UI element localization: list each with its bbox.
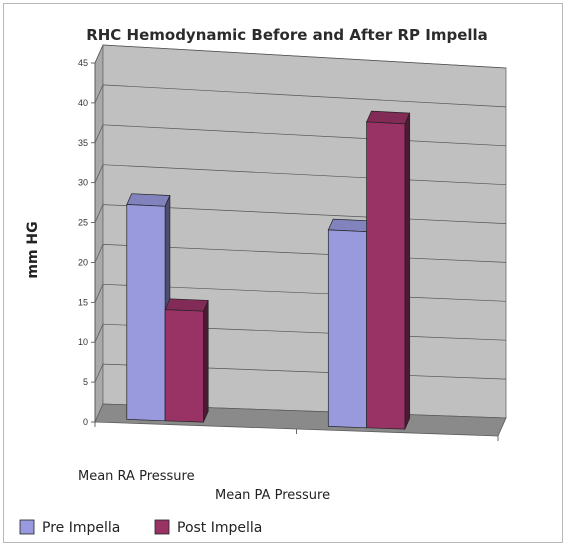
bar-top (327, 218, 372, 233)
y-tick-label: 25 (78, 218, 88, 228)
bar-side (203, 300, 209, 423)
bar-top (126, 193, 171, 207)
bar-front (366, 121, 406, 430)
category-label: Mean PA Pressure (215, 488, 330, 503)
bar-front (126, 204, 166, 422)
y-tick-label: 45 (78, 58, 88, 68)
gridline (94, 44, 507, 69)
category-label: Mean RA Pressure (78, 469, 195, 484)
bar-side (404, 112, 411, 430)
y-tick-label: 5 (83, 377, 88, 387)
y-tick-label: 10 (78, 337, 88, 347)
y-tick-label: 30 (78, 178, 88, 188)
bar-post-impella-1 (164, 298, 209, 423)
side-wall (94, 44, 104, 423)
y-axis-label: mm HG (25, 221, 41, 278)
bars (126, 110, 411, 430)
legend-swatch-post-impella (154, 519, 170, 535)
bar-front (327, 229, 367, 429)
y-tick-label: 35 (78, 138, 88, 148)
category-labels: Mean RA Pressure Mean PA Pressure (78, 469, 330, 503)
y-axis-ticks: 0 5 10 15 20 25 30 35 40 45 (78, 58, 499, 441)
legend: Pre Impella Post Impella (19, 519, 262, 536)
y-tick-label: 20 (78, 257, 88, 267)
bar-front (164, 309, 204, 423)
bar-pre-impella-2 (327, 218, 372, 429)
bar-top (164, 298, 209, 312)
legend-label-post-impella: Post Impella (177, 520, 262, 536)
bar-pre-impella-1 (126, 193, 171, 422)
y-tick-label: 15 (78, 297, 88, 307)
chart-title: RHC Hemodynamic Before and After RP Impe… (86, 26, 488, 44)
legend-swatch-pre-impella (19, 519, 35, 535)
y-tick-label: 40 (78, 98, 88, 108)
bar-post-impella-2 (366, 110, 411, 430)
y-tick-label: 0 (83, 417, 88, 427)
legend-label-pre-impella: Pre Impella (42, 520, 120, 536)
gridline (94, 84, 507, 108)
